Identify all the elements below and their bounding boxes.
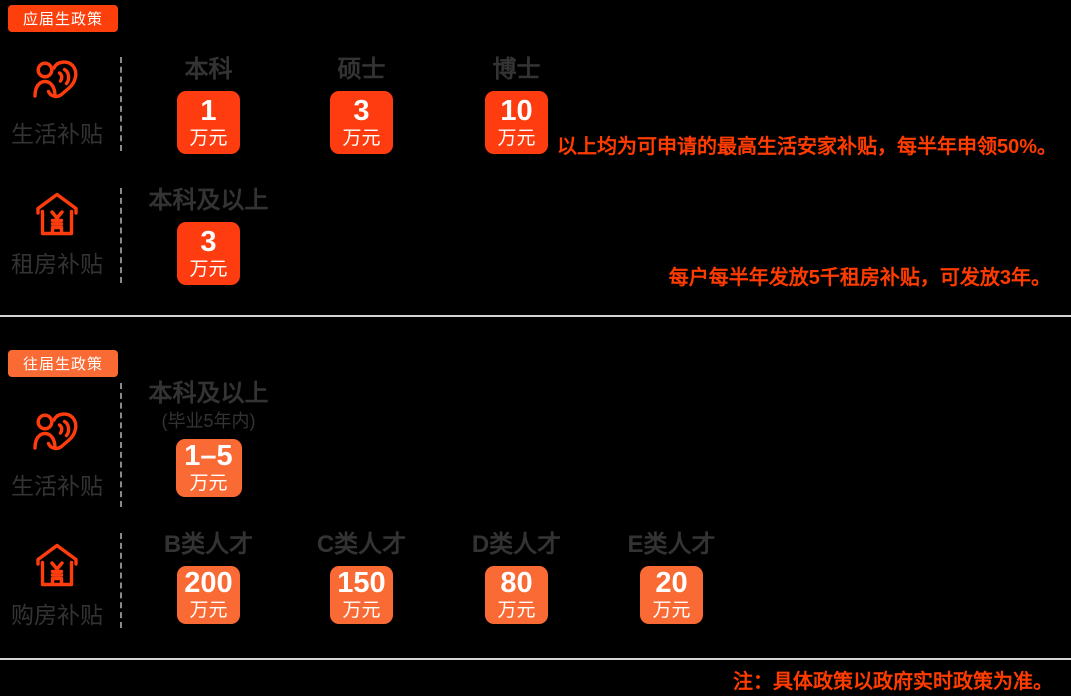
previous-policy-badge: 往届生政策 xyxy=(8,350,118,377)
fresh-living-col-phd: 博士 10 万元 xyxy=(440,56,593,154)
dashed-separator xyxy=(120,188,122,283)
column-header: D类人才 xyxy=(471,531,562,558)
prev-purchase-col-c: C类人才 150 万元 xyxy=(285,531,438,624)
amount-unit: 万元 xyxy=(497,600,536,621)
fresh-living-label: 生活补贴 xyxy=(11,121,103,147)
house-yuan-icon xyxy=(36,543,78,587)
fresh-living-legend: 生活补贴 xyxy=(0,58,114,149)
column-subheader: (毕业5年内) xyxy=(161,411,256,431)
amount-unit: 万元 xyxy=(342,127,381,149)
footer-divider xyxy=(0,658,1071,660)
amount-box: 3 万元 xyxy=(177,222,240,285)
house-yuan-icon xyxy=(36,192,78,236)
amount-box: 80 万元 xyxy=(485,566,548,624)
amount-value: 1 xyxy=(200,94,217,127)
dashed-separator xyxy=(120,533,122,628)
amount-value: 3 xyxy=(200,225,217,258)
amount-unit: 万元 xyxy=(189,600,228,621)
prev-purchase-col-d: D类人才 80 万元 xyxy=(440,531,593,624)
prev-purchase-legend: 购房补贴 xyxy=(0,541,114,630)
amount-box: 10 万元 xyxy=(485,91,548,154)
column-header: 硕士 xyxy=(337,56,386,83)
fresh-living-col-master: 硕士 3 万元 xyxy=(285,56,438,154)
prev-living-label: 生活补贴 xyxy=(11,473,103,499)
dashed-separator xyxy=(120,383,122,507)
amount-unit: 万元 xyxy=(497,127,536,149)
amount-value: 200 xyxy=(184,567,233,599)
amount-value: 150 xyxy=(337,567,386,599)
amount-value: 10 xyxy=(500,94,533,127)
dashed-separator xyxy=(120,57,122,151)
footer-note: 注：具体政策以政府实时政策为准。 xyxy=(733,671,1053,693)
prev-living-legend: 生活补贴 xyxy=(0,410,114,501)
fresh-rent-label: 租房补贴 xyxy=(11,251,103,277)
column-header: 本科 xyxy=(184,56,233,83)
amount-box: 3 万元 xyxy=(330,91,393,154)
column-header: C类人才 xyxy=(316,531,407,558)
amount-unit: 万元 xyxy=(652,600,691,621)
amount-value: 80 xyxy=(500,567,533,599)
people-care-icon xyxy=(33,412,78,451)
amount-value: 20 xyxy=(655,567,688,599)
column-header: 本科及以上 xyxy=(148,187,269,214)
amount-unit: 万元 xyxy=(342,600,381,621)
column-header: 博士 xyxy=(492,56,541,83)
column-header: B类人才 xyxy=(163,531,254,558)
prev-living-col-bachelor-plus: 本科及以上 (毕业5年内) 1–5 万元 xyxy=(132,380,285,497)
fresh-living-col-bachelor: 本科 1 万元 xyxy=(132,56,285,154)
amount-box: 1 万元 xyxy=(177,91,240,154)
column-header: 本科及以上 xyxy=(148,380,269,407)
fresh-living-note: 以上均为可申请的最高生活安家补贴，每半年申领50%。 xyxy=(556,136,1057,158)
amount-value: 1–5 xyxy=(184,440,233,472)
prev-purchase-label: 购房补贴 xyxy=(11,602,103,628)
fresh-rent-note: 每户每半年发放5千租房补贴，可发放3年。 xyxy=(668,267,1051,289)
prev-purchase-col-b: B类人才 200 万元 xyxy=(132,531,285,624)
amount-box: 1–5 万元 xyxy=(175,439,242,497)
amount-box: 20 万元 xyxy=(640,566,703,624)
fresh-rent-col-bachelor-plus: 本科及以上 3 万元 xyxy=(132,187,285,285)
amount-unit: 万元 xyxy=(189,258,228,280)
people-care-icon xyxy=(33,60,78,99)
amount-unit: 万元 xyxy=(189,473,228,494)
amount-box: 200 万元 xyxy=(177,566,240,624)
fresh-policy-badge: 应届生政策 xyxy=(8,5,118,32)
section-divider xyxy=(0,315,1071,317)
prev-purchase-col-e: E类人才 20 万元 xyxy=(595,531,748,624)
column-header: E类人才 xyxy=(627,531,716,558)
amount-unit: 万元 xyxy=(189,127,228,149)
fresh-rent-legend: 租房补贴 xyxy=(0,190,114,279)
amount-value: 3 xyxy=(353,94,370,127)
amount-box: 150 万元 xyxy=(330,566,393,624)
